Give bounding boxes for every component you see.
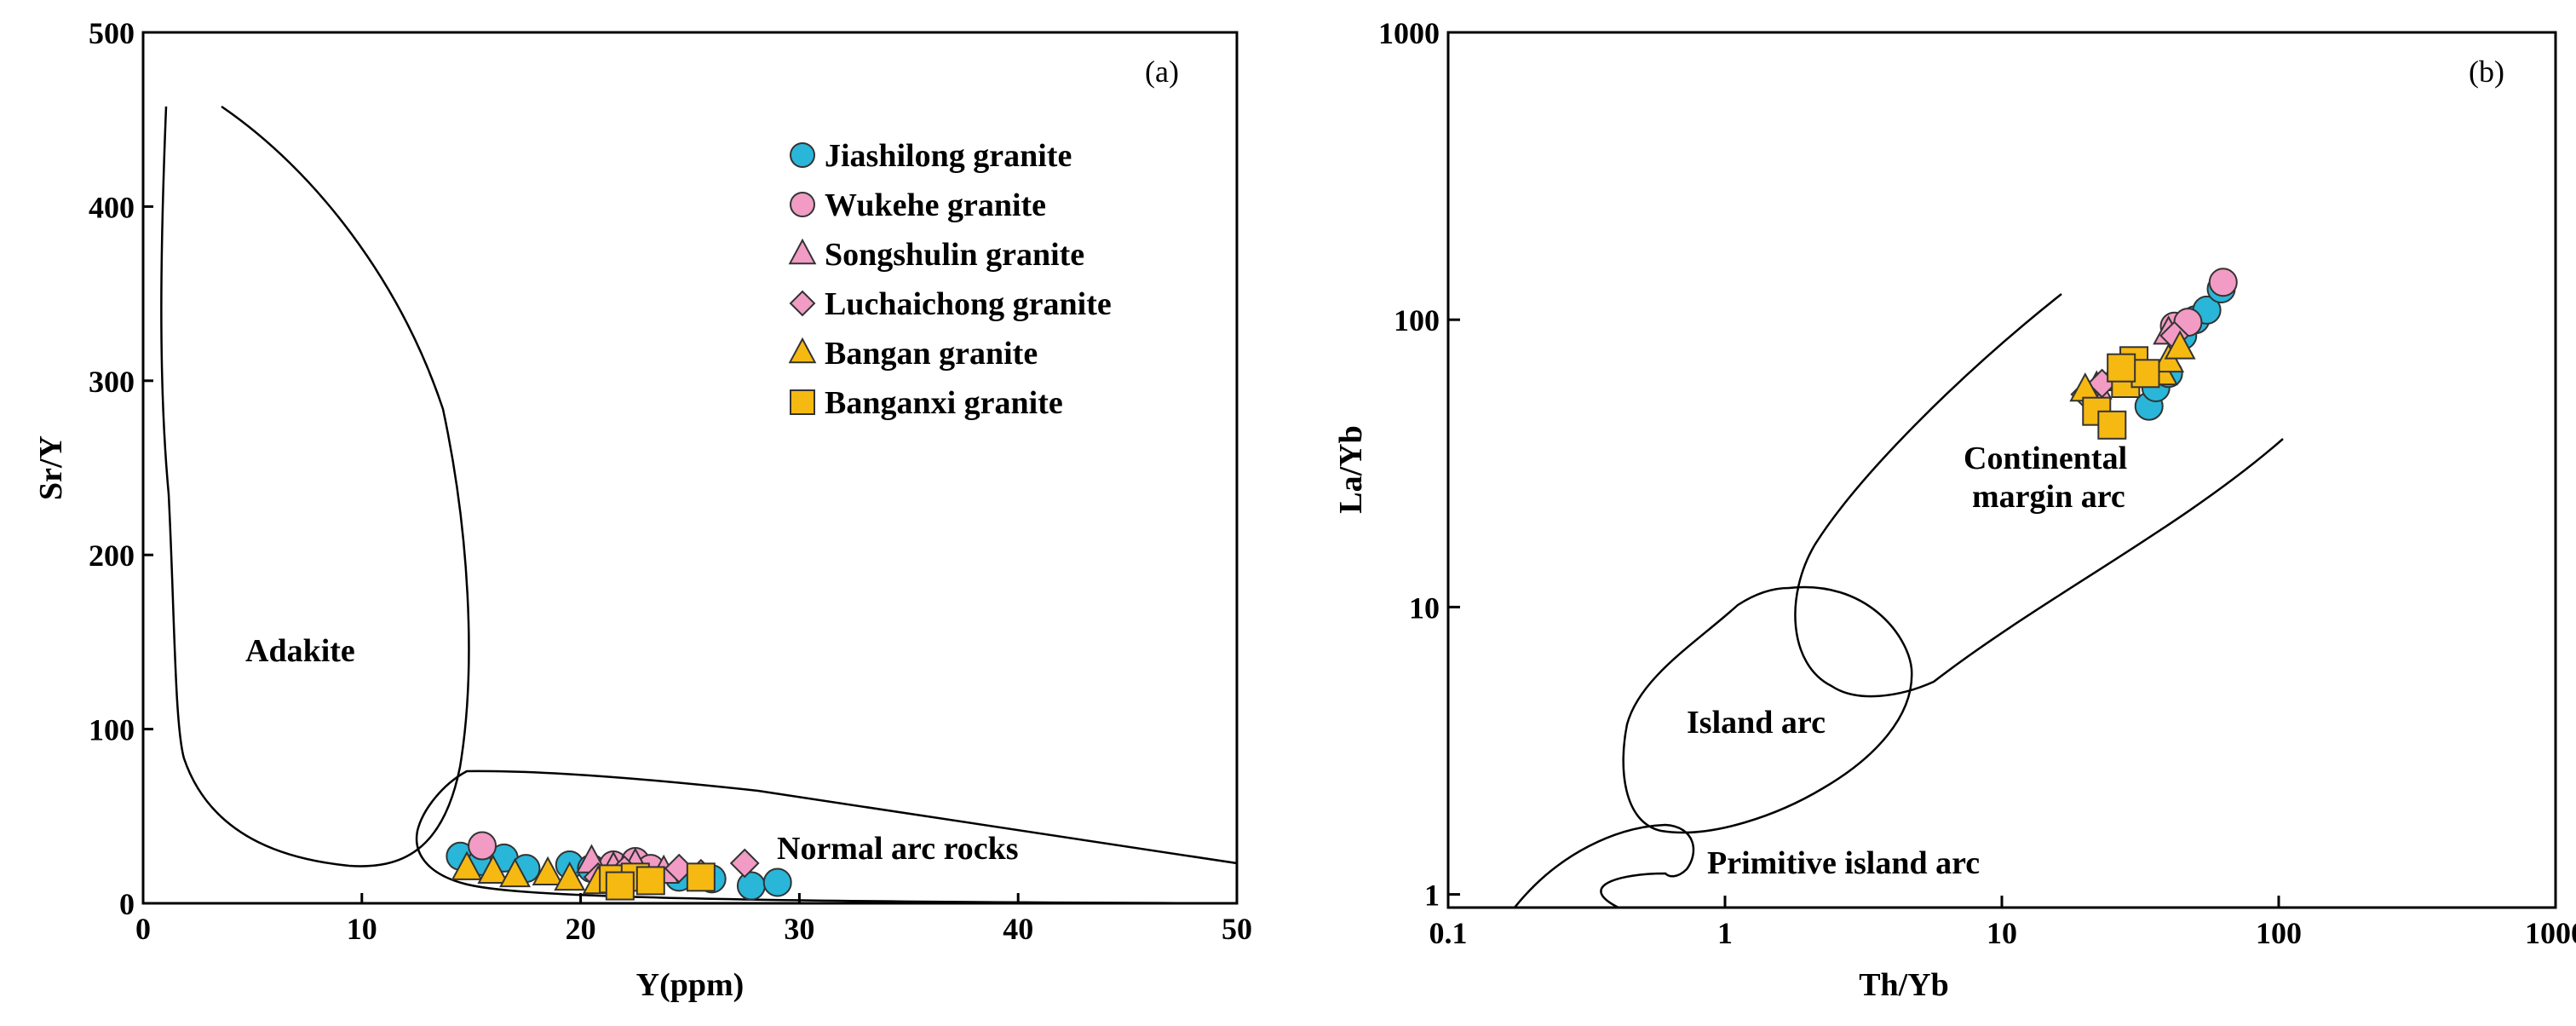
y-tick-label-a: 300 xyxy=(89,365,135,399)
x-tick-label-a: 10 xyxy=(347,912,377,946)
panel-b: 0.111010010001101001000 (b) Continental … xyxy=(1333,16,2576,1003)
data-point-a xyxy=(451,850,483,880)
x-tick-label-a: 0 xyxy=(135,912,151,946)
x-tick-label-b: 100 xyxy=(2256,916,2302,950)
legend-label: Banganxi granite xyxy=(825,385,1063,421)
data-point-b xyxy=(2097,410,2127,440)
y-tick-label-a: 100 xyxy=(89,713,135,747)
data-point-a xyxy=(468,831,497,861)
data-point-b xyxy=(2107,353,2136,383)
x-axis-label-b: Th/Yb xyxy=(1859,967,1949,1003)
legend-marker xyxy=(788,337,817,364)
data-point-a xyxy=(477,854,509,885)
data-point-b xyxy=(2208,268,2238,297)
field-label-adakite: Adakite xyxy=(245,633,355,669)
field-label-island-arc: Island arc xyxy=(1687,705,1826,741)
y-tick-label-b: 1000 xyxy=(1378,16,1440,50)
legend-marker xyxy=(790,142,815,168)
field-label-primitive-island-arc: Primitive island arc xyxy=(1707,845,1980,881)
data-point-a xyxy=(605,871,635,901)
field-label-normal-arc: Normal arc rocks xyxy=(777,831,1019,867)
x-tick-label-a: 40 xyxy=(1003,912,1033,946)
legend: Jiashilong granite Wukehe granite Songshul… xyxy=(788,138,1112,421)
field-label-continental-line1: Continental xyxy=(1964,441,2127,476)
legend-marker xyxy=(789,290,816,317)
data-point-a xyxy=(736,871,766,901)
legend-marker xyxy=(790,389,815,415)
data-point-a xyxy=(532,856,564,886)
x-tick-label-b: 10 xyxy=(1987,916,2017,950)
legend-label: Luchaichong granite xyxy=(825,286,1112,322)
y-tick-label-a: 400 xyxy=(89,190,135,224)
island-arc-field-boundary xyxy=(1622,585,1913,834)
x-tick-label-a: 20 xyxy=(566,912,596,946)
x-tick-label-a: 30 xyxy=(784,912,814,946)
data-point-a xyxy=(729,848,760,879)
legend-label: Bangan granite xyxy=(825,336,1038,372)
legend-marker xyxy=(788,238,817,265)
panel-label-b: (b) xyxy=(2469,55,2504,89)
data-point-a xyxy=(554,861,586,891)
y-tick-label-a: 500 xyxy=(89,16,135,50)
y-axis-label-b: La/Yb xyxy=(1333,425,1369,513)
y-tick-label-b: 100 xyxy=(1394,303,1440,337)
continental-arc-field-boundary xyxy=(1794,293,2284,698)
data-point-a xyxy=(762,867,792,897)
panel-label-a: (a) xyxy=(1145,55,1179,89)
legend-marker xyxy=(790,192,815,217)
legend-label: Wukehe granite xyxy=(825,187,1046,223)
x-tick-label-b: 1 xyxy=(1717,916,1733,950)
x-tick-label-b: 0.1 xyxy=(1429,916,1468,950)
legend-label: Songshulin granite xyxy=(825,237,1084,273)
x-tick-label-b: 1000 xyxy=(2525,916,2576,950)
legend-label: Jiashilong granite xyxy=(825,138,1072,174)
y-tick-label-b: 10 xyxy=(1409,591,1440,625)
field-label-continental-line2: margin arc xyxy=(1972,479,2125,515)
data-point-a xyxy=(635,866,665,896)
data-point-a xyxy=(686,862,716,892)
y-tick-label-b: 1 xyxy=(1424,879,1440,913)
adakite-field-boundary xyxy=(160,105,470,867)
data-point-a xyxy=(499,857,532,888)
x-axis-label-a: Y(ppm) xyxy=(636,967,745,1003)
x-tick-label-a: 50 xyxy=(1222,912,1252,946)
y-tick-label-a: 200 xyxy=(89,539,135,573)
data-point-b xyxy=(2164,330,2196,360)
plot-frame-a xyxy=(141,31,1239,905)
y-axis-label-a: Sr/Y xyxy=(33,435,69,500)
data-point-b xyxy=(2130,359,2160,389)
primitive-arc-field-boundary xyxy=(1514,823,1695,909)
y-tick-label-a: 0 xyxy=(119,887,135,921)
